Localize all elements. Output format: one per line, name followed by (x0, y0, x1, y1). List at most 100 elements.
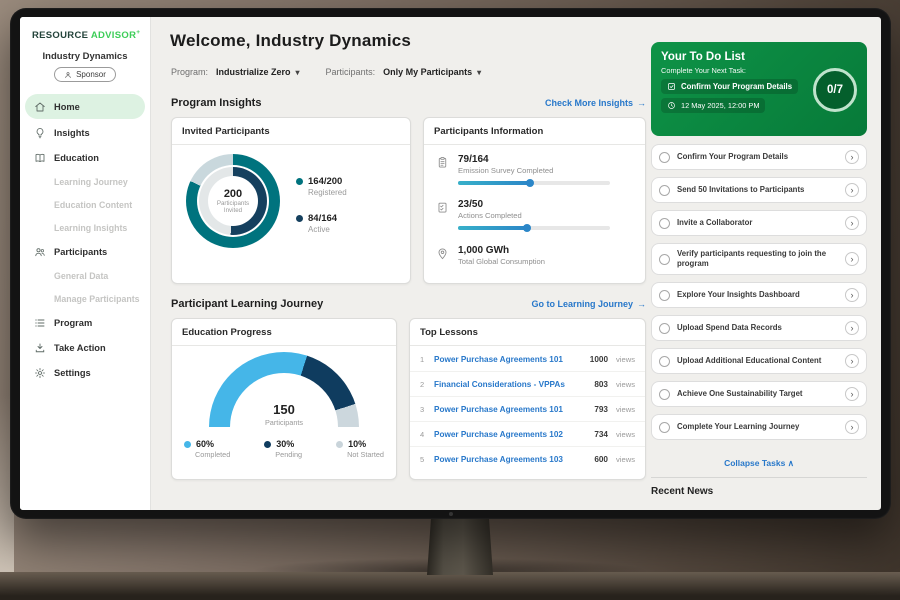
legend-dot (264, 440, 272, 448)
people-icon (35, 247, 45, 256)
org-name: Industry Dynamics (42, 51, 128, 63)
legend-dot (296, 215, 303, 222)
arrow-right-icon: → (637, 98, 646, 108)
participants-select[interactable]: Only My Participants ▾ (383, 67, 482, 77)
task-item[interactable]: Explore Your Insights Dashboard › (651, 282, 867, 309)
task-checkbox[interactable] (659, 421, 670, 433)
task-item[interactable]: Achieve One Sustainability Target › (651, 381, 867, 408)
chevron-right-icon[interactable]: › (845, 321, 859, 336)
sidebar-item-take-action[interactable]: Take Action (20, 336, 150, 359)
card-title: Participants Information (424, 118, 645, 145)
task-item[interactable]: Upload Spend Data Records › (651, 315, 867, 342)
sidebar-item-insights[interactable]: Insights (20, 121, 150, 144)
task-item[interactable]: Invite a Collaborator › (651, 210, 867, 236)
check-more-insights-link[interactable]: Check More Insights → (544, 98, 646, 108)
task-checkbox[interactable] (659, 289, 670, 301)
next-task-due-chip: 12 May 2025, 12:00 PM (661, 98, 766, 113)
task-item[interactable]: Upload Additional Educational Content › (651, 348, 867, 375)
task-checkbox[interactable] (659, 388, 670, 400)
todo-progress-ring: 0/7 (813, 68, 857, 112)
checklist-icon (438, 202, 447, 213)
participants-filter-label: Participants: (325, 67, 376, 77)
task-checkbox[interactable] (659, 151, 670, 163)
donut-legend: 164/200 Registered 84/164 Active (296, 176, 347, 234)
sidebar-item-label: Settings (54, 367, 91, 378)
task-checkbox[interactable] (659, 355, 670, 367)
lesson-link[interactable]: Financial Considerations - VPPAs (434, 379, 565, 389)
sidebar-item-settings[interactable]: Settings (20, 361, 150, 384)
sidebar-item-education-content[interactable]: Education Content (20, 194, 150, 215)
program-insights-header: Program Insights Check More Insights → (171, 97, 646, 109)
list-icon (35, 319, 45, 327)
invited-donut-chart: 200 Participants Invited (186, 154, 280, 248)
legend-completed: 60% Completed (184, 439, 230, 459)
task-checkbox[interactable] (659, 217, 670, 229)
collapse-tasks-link[interactable]: Collapse Tasks ∧ (724, 458, 794, 468)
chevron-right-icon[interactable]: › (845, 288, 859, 303)
chevron-right-icon[interactable]: › (845, 420, 859, 435)
lesson-link[interactable]: Power Purchase Agreements 103 (434, 455, 563, 464)
info-row-consumption: 1,000 GWh Total Global Consumption (436, 245, 545, 266)
legend-pending: 30% Pending (264, 439, 302, 459)
program-select[interactable]: Industrialize Zero ▾ (216, 67, 300, 77)
chevron-right-icon[interactable]: › (845, 150, 859, 164)
lessons-list: 1 Power Purchase Agreements 101 1000 vie… (410, 347, 645, 472)
sidebar-item-home[interactable]: Home (25, 94, 145, 120)
gauge-legend: 60% Completed 30% Pending 10% Not Starte… (184, 439, 384, 459)
sidebar: RESOURCE ADVISOR+ Industry Dynamics Spon… (20, 17, 151, 510)
sidebar-item-general-data[interactable]: General Data (20, 265, 150, 286)
lesson-row: 5 Power Purchase Agreements 103 600 view… (420, 455, 635, 464)
chevron-right-icon[interactable]: › (845, 387, 859, 402)
sidebar-item-label: Learning Journey (54, 176, 128, 187)
program-filter-label: Program: (171, 67, 209, 77)
sidebar-item-participants[interactable]: Participants (20, 240, 150, 263)
check-square-icon (668, 83, 675, 90)
sponsor-badge[interactable]: Sponsor (54, 67, 116, 83)
chevron-right-icon[interactable]: › (845, 252, 859, 267)
clipboard-icon (438, 157, 447, 168)
legend-dot (184, 440, 191, 448)
go-to-learning-journey-link[interactable]: Go to Learning Journey → (531, 299, 646, 309)
chevron-right-icon[interactable]: › (845, 354, 859, 369)
education-progress-card: Education Progress 150 Participants 60% … (171, 318, 397, 480)
task-checkbox[interactable] (659, 322, 670, 334)
invited-participants-card: Invited Participants 200 Participants Inv… (171, 117, 411, 284)
next-task-chip[interactable]: Confirm Your Program Details (661, 79, 799, 94)
chevron-right-icon[interactable]: › (845, 183, 859, 197)
chevron-right-icon[interactable]: › (845, 216, 859, 230)
task-checkbox[interactable] (659, 253, 670, 265)
app-screen: RESOURCE ADVISOR+ Industry Dynamics Spon… (20, 17, 881, 510)
arrow-right-icon: → (637, 299, 646, 309)
gauge-center-value: 150 (273, 402, 295, 417)
legend-not-started: 10% Not Started (336, 439, 384, 459)
participants-information-card: Participants Information 79/164 Emission… (423, 117, 646, 284)
lesson-row: 1 Power Purchase Agreements 101 1000 vie… (410, 347, 645, 372)
lesson-row: 3 Power Purchase Agreements 101 793 view… (410, 397, 645, 422)
lesson-link[interactable]: Power Purchase Agreements 101 (434, 354, 563, 364)
page-title: Welcome, Industry Dynamics (170, 31, 412, 50)
task-item[interactable]: Verify participants requesting to join t… (651, 243, 867, 276)
sidebar-item-manage-participants[interactable]: Manage Participants (20, 288, 150, 309)
legend-dot (336, 440, 344, 448)
app-logo: RESOURCE ADVISOR+ (32, 29, 150, 41)
task-item[interactable]: Send 50 Invitations to Participants › (651, 177, 867, 203)
sidebar-item-learning-journey[interactable]: Learning Journey (20, 171, 150, 192)
info-row-actions: 23/50 Actions Completed (436, 199, 610, 232)
legend-registered: 164/200 Registered (296, 176, 347, 197)
lesson-link[interactable]: Power Purchase Agreements 102 (434, 429, 563, 439)
task-checkbox[interactable] (659, 184, 670, 196)
donut-center-value: 200 (223, 187, 243, 200)
sidebar-item-label: Learning Insights (54, 222, 128, 233)
sidebar-item-education[interactable]: Education (20, 146, 150, 169)
lesson-link[interactable]: Power Purchase Agreements 101 (434, 404, 563, 414)
task-item[interactable]: Confirm Your Program Details › (651, 144, 867, 170)
task-item[interactable]: Complete Your Learning Journey › (651, 414, 867, 441)
home-icon (35, 102, 45, 112)
card-title: Top Lessons (410, 319, 645, 346)
card-title: Invited Participants (172, 118, 410, 145)
sidebar-item-program[interactable]: Program (20, 311, 150, 334)
filters-bar: Program: Industrialize Zero ▾ Participan… (171, 67, 481, 77)
book-icon (35, 153, 45, 162)
education-gauge-chart: 150 Participants (209, 352, 359, 427)
sidebar-item-learning-insights[interactable]: Learning Insights (20, 217, 150, 238)
